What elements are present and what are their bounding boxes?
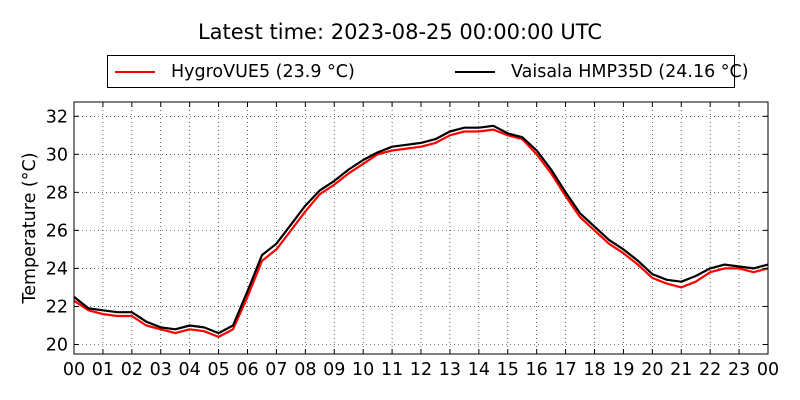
x-tick-label: 00: [757, 360, 779, 380]
x-tick-label: 06: [236, 360, 258, 380]
x-tick-label: 07: [265, 360, 287, 380]
series-line-vaisala: [73, 124, 769, 335]
x-tick-label: 21: [670, 360, 692, 380]
y-tick-label: 26: [46, 221, 68, 241]
series-line-hygrovue5: [73, 128, 769, 338]
x-tick-label: 16: [526, 360, 548, 380]
x-tick-label: 09: [323, 360, 345, 380]
legend-item-vaisala: Vaisala HMP35D (24.16 °C): [455, 60, 749, 84]
x-tick-label: 12: [410, 360, 432, 380]
chart-legend: HygroVUE5 (23.9 °C) Vaisala HMP35D (24.1…: [107, 55, 749, 88]
y-tick-label: 30: [46, 145, 68, 165]
x-tick-label: 02: [121, 360, 143, 380]
x-tick-label: 22: [699, 360, 721, 380]
x-tick-label: 01: [92, 360, 114, 380]
x-tick-label: 23: [728, 360, 750, 380]
x-tick-label: 17: [554, 360, 576, 380]
x-tick-label: 14: [468, 360, 490, 380]
plot-frame: [73, 101, 769, 355]
chart-title: Latest time: 2023-08-25 00:00:00 UTC: [197, 20, 603, 44]
x-tick-label: 05: [207, 360, 229, 380]
y-tick-label: 28: [46, 183, 68, 203]
x-tick-label: 08: [294, 360, 316, 380]
legend-swatch-black: [455, 71, 495, 73]
x-tick-label: 20: [641, 360, 663, 380]
x-tick-label: 04: [179, 360, 201, 380]
y-tick-label: 20: [46, 335, 68, 355]
legend-label-vaisala: Vaisala HMP35D (24.16 °C): [511, 62, 749, 82]
x-tick-label: 03: [150, 360, 172, 380]
x-tick-label: 19: [612, 360, 634, 380]
y-tick-label: 22: [46, 297, 68, 317]
y-tick-label: 24: [46, 259, 68, 279]
x-tick-label: 11: [381, 360, 403, 380]
x-tick-label: 15: [497, 360, 519, 380]
x-tick-label: 00: [63, 360, 85, 380]
y-tick-label: 32: [46, 107, 68, 127]
legend-label-hygrovue5: HygroVUE5 (23.9 °C): [171, 62, 355, 82]
x-tick-label: 18: [583, 360, 605, 380]
legend-swatch-red: [115, 71, 155, 73]
x-tick-label: 13: [439, 360, 461, 380]
x-tick-label: 10: [352, 360, 374, 380]
legend-item-hygrovue5: HygroVUE5 (23.9 °C): [115, 60, 355, 84]
